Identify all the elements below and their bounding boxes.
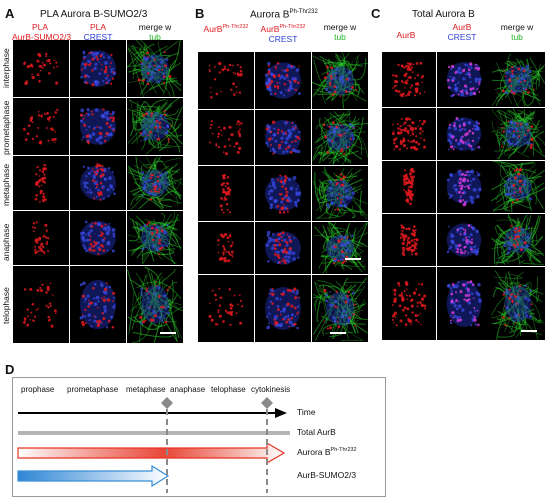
micrograph-a-prometaphase-merge-channel xyxy=(127,98,183,155)
row-label-anaphase: anaphase xyxy=(1,223,11,261)
row-label-interphase: interphase xyxy=(1,48,11,88)
panel-letter-d: D xyxy=(5,362,15,377)
micrograph-c-metaphase-red-channel xyxy=(382,161,436,213)
panel-a-title: PLA Aurora B-SUMO2/3 xyxy=(40,9,148,20)
sumo-aurb-label: AurB-SUMO2/3 xyxy=(297,470,357,480)
phospho-aurb-arrow xyxy=(17,441,286,465)
phospho-aurb-label: Aurora BPh-Thr232 xyxy=(297,447,357,457)
micrograph-a-telophase-merge-channel xyxy=(127,266,183,343)
micrograph-c-prometaphase-merge-channel xyxy=(491,108,545,160)
micrograph-c-telophase-red-blue-channel xyxy=(437,267,491,340)
total-aurb-bar xyxy=(18,431,290,435)
time-label: Time xyxy=(297,407,316,417)
micrograph-b-prometaphase-red-channel xyxy=(198,110,254,165)
metaphase-marker xyxy=(161,397,173,493)
panel-letter-b: B xyxy=(195,6,205,21)
panel-b-col1-header: AurBPh-Thr232 xyxy=(203,23,249,34)
micrograph-b-interphase-red-channel xyxy=(198,52,254,109)
micrograph-a-metaphase-merge-channel xyxy=(127,156,183,210)
micrograph-c-interphase-merge-channel xyxy=(491,52,545,107)
micrograph-b-metaphase-red-channel xyxy=(198,166,254,221)
micrograph-c-metaphase-merge-channel xyxy=(491,161,545,213)
panel-c-title: Total Aurora B xyxy=(412,9,475,20)
panel-letter-c: C xyxy=(371,6,381,21)
phase-anaphase: anaphase xyxy=(170,385,206,394)
panel-a-col1-header: PLA AurB-SUMO2/3 xyxy=(12,22,72,42)
panel-b-title: Aurora BPh-Thr232 xyxy=(250,9,318,21)
scale-bar xyxy=(345,258,361,260)
micrograph-a-metaphase-red-blue-channel xyxy=(70,156,126,210)
micrograph-c-prometaphase-red-blue-channel xyxy=(437,108,491,160)
micrograph-a-anaphase-red-blue-channel xyxy=(70,211,126,265)
micrograph-b-telophase-red-channel xyxy=(198,275,254,342)
micrograph-b-anaphase-merge-channel xyxy=(312,222,368,274)
time-arrow xyxy=(18,408,287,418)
micrograph-c-anaphase-red-blue-channel xyxy=(437,214,491,266)
micrograph-a-interphase-red-blue-channel xyxy=(70,40,126,97)
panel-letter-a: A xyxy=(5,6,15,21)
panel-a-col3-header: merge w tub xyxy=(138,22,172,42)
micrograph-c-anaphase-merge-channel xyxy=(491,214,545,266)
micrograph-a-interphase-red-channel xyxy=(13,40,69,97)
micrograph-b-anaphase-red-blue-channel xyxy=(255,222,311,274)
micrograph-b-prometaphase-red-blue-channel xyxy=(255,110,311,165)
micrograph-b-metaphase-red-blue-channel xyxy=(255,166,311,221)
phase-prometaphase: prometaphase xyxy=(67,385,119,394)
micrograph-a-telophase-red-blue-channel xyxy=(70,266,126,343)
micrograph-a-interphase-merge-channel xyxy=(127,40,183,97)
micrograph-c-interphase-red-blue-channel xyxy=(437,52,491,107)
cytokinesis-marker xyxy=(261,397,273,493)
row-label-metaphase: metaphase xyxy=(1,163,11,206)
panel-c-col1-header: AurB xyxy=(396,30,416,40)
micrograph-a-prometaphase-red-blue-channel xyxy=(70,98,126,155)
panel-c-col2-header: AurB CREST xyxy=(447,22,477,42)
micrograph-a-metaphase-red-channel xyxy=(13,156,69,210)
micrograph-b-telophase-red-blue-channel xyxy=(255,275,311,342)
phase-metaphase: metaphase xyxy=(126,385,166,394)
micrograph-c-telophase-merge-channel xyxy=(491,267,545,340)
micrograph-a-anaphase-merge-channel xyxy=(127,211,183,265)
phase-telophase: telophase xyxy=(211,385,246,394)
phase-prophase: prophase xyxy=(21,385,55,394)
micrograph-a-anaphase-red-channel xyxy=(13,211,69,265)
micrograph-c-anaphase-red-channel xyxy=(382,214,436,266)
panel-a-col2-header: PLA CREST xyxy=(83,22,113,42)
micrograph-b-telophase-merge-channel xyxy=(312,275,368,342)
row-label-telophase: telophase xyxy=(1,287,11,324)
scale-bar xyxy=(521,330,537,332)
micrograph-b-prometaphase-merge-channel xyxy=(312,110,368,165)
micrograph-b-interphase-merge-channel xyxy=(312,52,368,109)
total-aurb-label: Total AurB xyxy=(297,427,336,437)
micrograph-c-interphase-red-channel xyxy=(382,52,436,107)
panel-b-col2-header: AurBPh-Thr232 CREST xyxy=(260,23,306,44)
micrograph-c-metaphase-red-blue-channel xyxy=(437,161,491,213)
micrograph-a-prometaphase-red-channel xyxy=(13,98,69,155)
row-label-prometaphase: prometaphase xyxy=(1,100,11,155)
micrograph-c-prometaphase-red-channel xyxy=(382,108,436,160)
sumo-aurb-arrow xyxy=(17,464,170,488)
phase-cytokinesis: cytokinesis xyxy=(251,385,291,394)
micrograph-b-anaphase-red-channel xyxy=(198,222,254,274)
micrograph-b-interphase-red-blue-channel xyxy=(255,52,311,109)
micrograph-c-telophase-red-channel xyxy=(382,267,436,340)
panel-b-col3-header: merge w tub xyxy=(323,22,357,42)
timeline-diagram xyxy=(17,397,290,493)
micrograph-b-metaphase-merge-channel xyxy=(312,166,368,221)
panel-c-col3-header: merge w tub xyxy=(500,22,534,42)
micrograph-a-telophase-red-channel xyxy=(13,266,69,343)
scale-bar xyxy=(330,332,346,334)
scale-bar xyxy=(160,332,176,334)
